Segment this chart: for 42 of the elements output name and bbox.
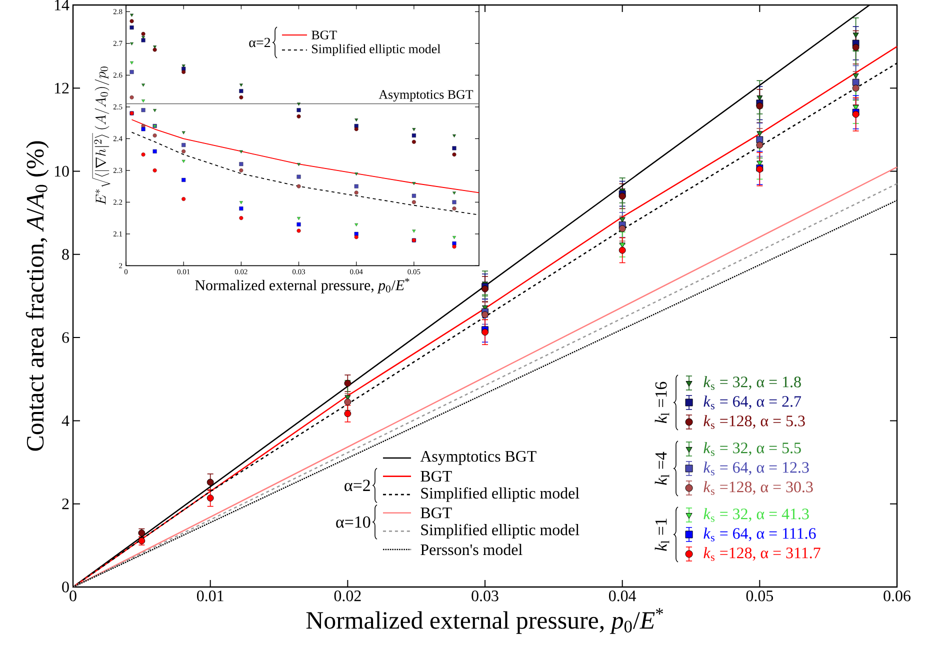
- annotation: α=2: [249, 38, 270, 48]
- legend-label: BGT: [420, 470, 452, 482]
- legend-label: k$_{s}$ =128, α = 30.3: [704, 481, 813, 495]
- legend-label: k$_{s}$ = 64, α = 12.3: [704, 462, 809, 476]
- x-tick-label: 0.03: [472, 590, 498, 602]
- legend-label: k$_{s}$ = 32, α = 1.8: [704, 376, 801, 390]
- legend-label: Simplified elliptic model: [421, 487, 580, 502]
- y-tick-label: 2: [62, 498, 69, 510]
- legend-label: k$_{s}$ = 64, α = 111.6: [704, 528, 816, 542]
- legend-label: k$_{s}$ = 64, α = 2.7: [704, 396, 802, 410]
- legend-label: BGT: [420, 508, 452, 518]
- y-tick-label: 10: [54, 166, 69, 177]
- legend-label: Asymptotics BGT: [420, 451, 536, 466]
- x-tick-label: 0.04: [609, 590, 636, 602]
- y-tick-label: 0: [62, 582, 69, 592]
- legend-label: k$_{s}$ = 32, α = 5.5: [704, 442, 801, 456]
- legend-label: Simplified elliptic model: [421, 524, 580, 538]
- annotation: k$_{l}$ =16: [654, 382, 670, 424]
- legend-label: k$_{s}$ = 32, α = 41.3: [704, 508, 809, 522]
- annotation: α=2: [344, 480, 370, 492]
- y-tick-label: 12: [54, 82, 69, 94]
- legend-label: Simplified elliptic model: [312, 44, 440, 56]
- annotation: k$_{l}$ =1: [654, 518, 670, 551]
- x-tick-label: 0.05: [746, 590, 773, 602]
- x-axis-title: Normalized external pressure, p$_{0}$/E$^{*}$: [306, 608, 664, 634]
- ref-line-label: Asymptotics BGT: [378, 90, 474, 102]
- y-tick-label: 8: [62, 249, 69, 260]
- legend-label: BGT: [312, 30, 337, 40]
- x-tick-label: 0.02: [334, 590, 361, 602]
- legend-label: k$_{s}$ =128, α = 311.7: [704, 547, 820, 561]
- x-tick-label: 0.06: [884, 590, 910, 602]
- y-axis-title: $E^{*}\sqrt{\langle|\nabla h|^{2}\rangle}\,(A/A_{0})/p_{0}$: [92, 66, 110, 205]
- annotation: α=10: [336, 516, 370, 528]
- y-tick-label: 14: [54, 0, 70, 10]
- x-axis-title: Normalized external pressure, p$_{0}$/E$^{*}$: [195, 278, 410, 294]
- y-tick-label: 4: [62, 415, 70, 426]
- legend-label: Persson's model: [420, 544, 522, 556]
- y-tick-label: 6: [62, 332, 70, 343]
- legend-label: k$_{s}$ =128, α = 5.3: [704, 415, 805, 429]
- annotation: k$_{l}$ =4: [654, 452, 670, 485]
- x-tick-label: 0: [70, 590, 76, 602]
- x-tick-label: 0.01: [197, 590, 224, 602]
